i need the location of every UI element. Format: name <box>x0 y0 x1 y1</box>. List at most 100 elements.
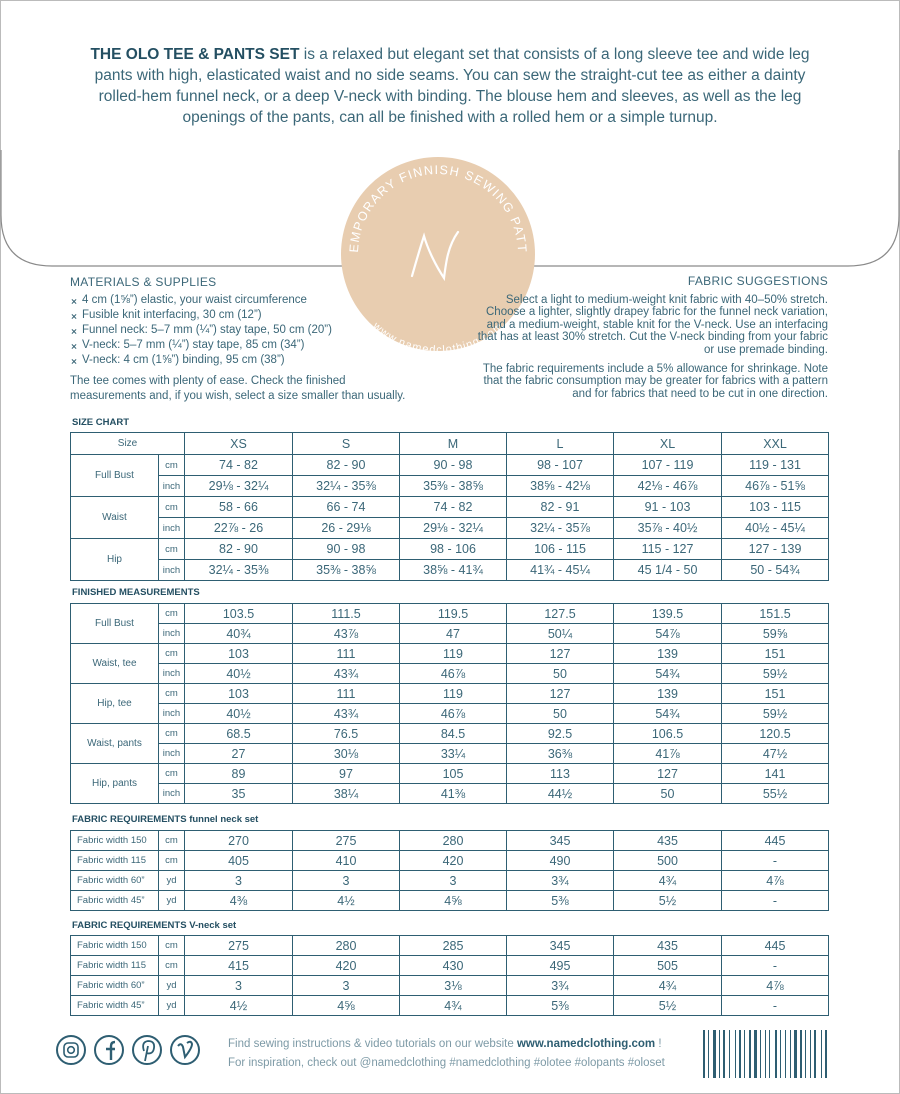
unit: yd <box>158 870 185 891</box>
size-header: L <box>506 432 615 455</box>
vimeo-glyph <box>177 1040 194 1060</box>
pinterest-icon <box>132 1035 162 1065</box>
row-label: Fabric width 45” <box>70 995 159 1016</box>
pinterest-glyph <box>142 1040 156 1062</box>
cell: 119.5 <box>399 603 507 624</box>
unit: cm <box>158 850 185 871</box>
cell: 430 <box>399 955 507 976</box>
footer-line-1: Find sewing instructions & video tutoria… <box>228 1035 665 1054</box>
row: Fabric width 150 cm 275 280 285 345 435 445 <box>70 935 829 956</box>
barcode-bar <box>785 1030 786 1078</box>
size-header: XL <box>613 432 723 455</box>
cell: 111 <box>292 643 400 664</box>
row-label: Waist, tee <box>70 643 159 684</box>
table-body: Full Bust cm 103.5 111.5 119.5 127.5 139.5 151.… <box>70 603 829 804</box>
cell: 4½ <box>184 995 293 1016</box>
footer-website[interactable]: www.namedclothing.com <box>516 1038 656 1050</box>
row: Fabric width 45” yd 4½ 4⅝ 4¾ 5⅜ 5½ - <box>70 995 829 1016</box>
cell: 120.5 <box>721 723 829 744</box>
barcode-bar <box>719 1030 720 1078</box>
table-title-main: FABRIC REQUIREMENTS <box>72 920 187 931</box>
unit: yd <box>158 995 185 1016</box>
barcode-bar <box>814 1030 816 1078</box>
cell: 43⅞ <box>292 623 400 644</box>
fabric-suggestions: FABRIC SUGGESTIONS Select a light to med… <box>470 275 828 406</box>
size-label-header: Size <box>69 432 186 455</box>
cell: 74 - 82 <box>184 454 294 476</box>
cell: 4⅜ <box>184 890 293 911</box>
cell: 435 <box>613 935 722 956</box>
cell: 54¾ <box>613 703 722 724</box>
barcode-bar <box>708 1030 709 1078</box>
cell: 5½ <box>613 890 722 911</box>
cell: 4⅝ <box>399 890 507 911</box>
row: Full Bust cm 103.5 111.5 119.5 127.5 139.5 151.… <box>70 603 829 644</box>
barcode-bar <box>810 1030 811 1078</box>
barcode-bar <box>703 1030 705 1078</box>
material-item: Funnel neck: 5–7 mm (¼”) stay tape, 50 c… <box>70 323 430 338</box>
cell: 50 <box>613 783 722 804</box>
unit: cm <box>158 643 185 664</box>
fabric-title: FABRIC SUGGESTIONS <box>687 274 828 288</box>
table-body: Fabric width 150 cm 270 275 280 345 435 445 Fabr… <box>70 830 829 911</box>
row: Fabric width 115 cm 405 410 420 490 500- <box>70 850 829 871</box>
unit: cm <box>158 763 185 784</box>
cell: 46⅞ - 51⅝ <box>721 475 830 497</box>
unit: yd <box>158 890 185 911</box>
intro-lead: THE OLO TEE & PANTS SET <box>90 46 300 63</box>
table-title: FABRIC REQUIREMENTS V-neck set <box>72 920 236 931</box>
row-label: Fabric width 150 <box>70 935 159 956</box>
row: Fabric width 60” yd 3 3 3⅛ 3¾ 4¾ 4⅞ <box>70 975 829 996</box>
vimeo-icon <box>170 1035 200 1065</box>
cell: 139 <box>613 683 722 704</box>
table-title: FABRIC REQUIREMENTS funnel neck set <box>72 814 258 825</box>
cell: 41⅜ <box>399 783 507 804</box>
cell: 420 <box>399 850 507 871</box>
table-title-main: SIZE CHART <box>72 417 129 428</box>
badge-logo <box>410 230 460 282</box>
unit: cm <box>158 955 185 976</box>
cell: 38¼ <box>292 783 400 804</box>
row-label: Fabric width 60” <box>70 975 159 996</box>
cell: 4¾ <box>613 975 722 996</box>
cell: 27 <box>184 743 293 764</box>
cell: 76.5 <box>292 723 400 744</box>
unit: inch <box>158 703 185 724</box>
row: Waist cm 58 - 66 66 - 74 74 - 82 82 - 91 91 - … <box>70 496 830 539</box>
cell: 90 - 98 <box>292 538 401 560</box>
material-item: Fusible knit interfacing, 30 cm (12”) <box>70 308 430 323</box>
unit: cm <box>158 723 185 744</box>
cell: 103 - 115 <box>721 496 830 518</box>
materials-list: 4 cm (1⅝”) elastic, your waist circumfer… <box>70 293 430 368</box>
row-label: Full Bust <box>70 454 159 497</box>
cell: 46⅞ <box>399 703 507 724</box>
unit: cm <box>158 830 185 851</box>
unit: cm <box>157 496 186 518</box>
cell: 82 - 90 <box>292 454 401 476</box>
unit: inch <box>158 783 185 804</box>
cell: 32¼ - 35⅜ <box>184 559 294 581</box>
instagram-glyph <box>63 1042 79 1058</box>
unit: cm <box>158 603 185 624</box>
cell: 35⅜ - 38⅝ <box>399 475 508 497</box>
cell: 280 <box>399 830 507 851</box>
unit: inch <box>158 663 185 684</box>
cell: 47½ <box>721 743 829 764</box>
barcode-bar <box>825 1030 827 1078</box>
cell: 4⅞ <box>721 975 829 996</box>
row-label: Hip, tee <box>70 683 159 724</box>
cell: 141 <box>721 763 829 784</box>
row: Waist, pants cm 68.5 76.5 84.5 92.5 106.5 120.5 <box>70 723 829 764</box>
unit: cm <box>158 935 185 956</box>
cell: 4⅞ <box>721 870 829 891</box>
cell: 33¼ <box>399 743 507 764</box>
cell: 103 <box>184 643 293 664</box>
cell: - <box>721 995 829 1016</box>
table-title: FINISHED MEASUREMENTS <box>72 587 200 598</box>
cell: 139 <box>613 643 722 664</box>
barcode-bar <box>780 1030 781 1078</box>
cell: 111.5 <box>292 603 400 624</box>
cell: 55½ <box>721 783 829 804</box>
cell: - <box>721 955 829 976</box>
